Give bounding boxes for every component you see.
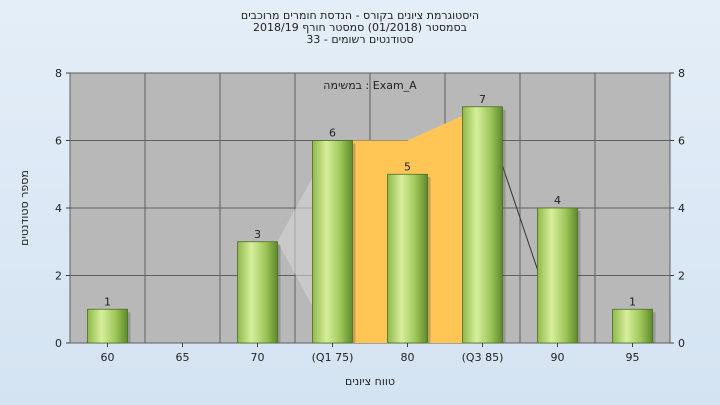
bar (462, 106, 503, 344)
data-label: 1 (104, 295, 111, 308)
x-axis-title: טווח ציונים (345, 375, 395, 388)
y-tick-label-right: 8 (678, 67, 685, 80)
data-label: 7 (479, 93, 486, 106)
title-line-2: בסמסטר (01/2018) סמסטר חורף 2018/19 (253, 21, 467, 34)
data-label: 4 (554, 194, 561, 207)
x-tick-label: 90 (551, 351, 565, 364)
x-tick-label: 80 (401, 351, 415, 364)
chart-annotation: במשימה : Exam_A (323, 79, 417, 92)
x-tick-label: (Q1 75) (312, 351, 354, 364)
x-tick-label: 60 (101, 351, 115, 364)
x-tick-label: 70 (251, 351, 265, 364)
y-tick-label-right: 6 (678, 135, 685, 148)
axes: 0 02 24 46 68 860 65 70 (Q1 75) 80 (Q3 85) 90 95 (55, 67, 685, 364)
y-tick-label-left: 0 (55, 337, 62, 350)
title-line-3: 33 - סטודנטים רשומים (306, 33, 414, 46)
bar (387, 173, 428, 344)
data-labels: 1 3 6 5 7 4 1 (104, 93, 636, 309)
y-axis-title: מספר סטודנטים (18, 170, 31, 246)
data-label: 6 (329, 127, 336, 140)
y-tick-label-right: 4 (678, 202, 685, 215)
y-tick-label-left: 4 (55, 202, 62, 215)
bars (87, 106, 656, 344)
y-tick-label-right: 2 (678, 270, 685, 283)
data-label: 1 (629, 295, 636, 308)
bar (612, 308, 653, 344)
bar (87, 308, 128, 344)
x-tick-label: 65 (176, 351, 190, 364)
y-tick-label-left: 6 (55, 135, 62, 148)
title-line-1: היסטוגרמת ציונים בקורס - הנדסת חומרים מר… (240, 9, 480, 22)
x-tick-label: (Q3 85) (462, 351, 504, 364)
x-tick-label: 95 (626, 351, 640, 364)
y-tick-label-left: 8 (55, 67, 62, 80)
bar (537, 207, 578, 344)
data-label: 5 (404, 160, 411, 173)
y-tick-label-right: 0 (678, 337, 685, 350)
bar (312, 140, 353, 344)
bar (237, 241, 278, 344)
data-label: 3 (254, 228, 261, 241)
chart-title: היסטוגרמת ציונים בקורס - הנדסת חומרים מר… (0, 10, 720, 46)
y-tick-label-left: 2 (55, 270, 62, 283)
